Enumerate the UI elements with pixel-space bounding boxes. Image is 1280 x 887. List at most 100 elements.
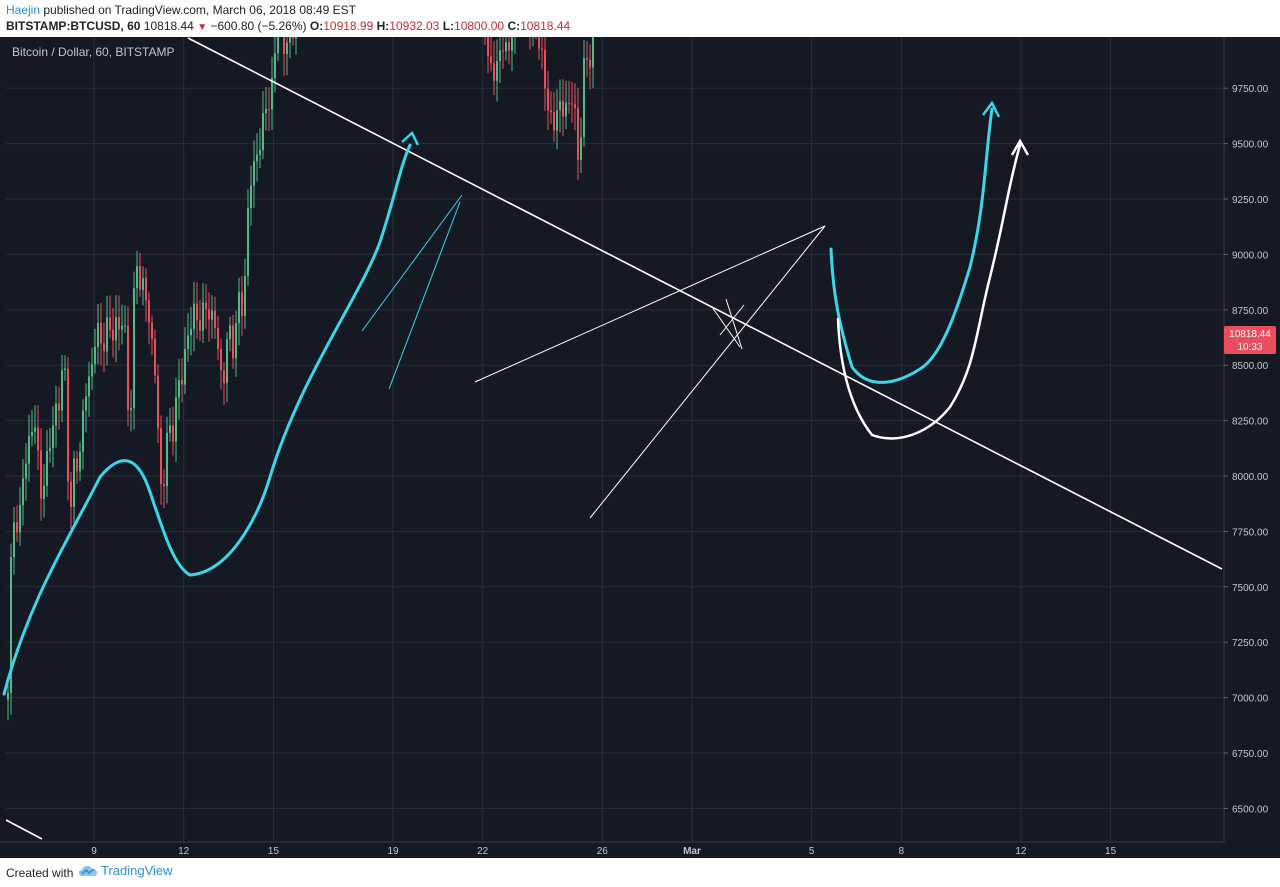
x-tick-label: 12 bbox=[178, 846, 190, 857]
candle-body bbox=[46, 451, 48, 486]
price-axis[interactable]: 6500.00 6750.00 7000.00 7250.00 7500.00 7750.… bbox=[1223, 37, 1280, 858]
candle-body bbox=[154, 338, 156, 376]
chart-title: Bitcoin / Dollar, 60, BITSTAMP bbox=[12, 45, 175, 59]
candle-body bbox=[250, 185, 252, 208]
candle-body bbox=[232, 325, 234, 359]
candle-body bbox=[202, 302, 204, 331]
candle-body bbox=[550, 110, 552, 113]
candle-body bbox=[559, 101, 561, 111]
y-tick-label: 7250.00 bbox=[1232, 638, 1269, 649]
candle-body bbox=[568, 102, 570, 104]
candle-body bbox=[211, 310, 213, 320]
candle-body bbox=[289, 37, 291, 43]
y-tick-label: 7000.00 bbox=[1232, 694, 1269, 705]
tradingview-cloud-icon bbox=[79, 865, 97, 876]
candle-body bbox=[82, 410, 84, 452]
candle-body bbox=[235, 323, 237, 359]
candle-body bbox=[16, 522, 18, 533]
candle-body bbox=[22, 478, 24, 506]
flag-line-3 bbox=[719, 304, 745, 336]
candle-body bbox=[169, 425, 171, 433]
candle-body bbox=[91, 364, 93, 377]
candle-body bbox=[97, 323, 99, 347]
rising-wedge-lower-line bbox=[589, 225, 826, 519]
high-value: 10932.03 bbox=[389, 19, 440, 33]
candle-body bbox=[139, 266, 141, 290]
flag-line-2 bbox=[725, 298, 743, 350]
candle-body bbox=[547, 88, 549, 111]
created-with-text: Created with bbox=[6, 866, 74, 880]
candle-body bbox=[76, 458, 78, 472]
price-change: −600.80 (−5.26%) bbox=[210, 19, 307, 33]
candle-body bbox=[259, 150, 261, 155]
candle-body bbox=[286, 42, 288, 55]
candle-body bbox=[571, 103, 573, 105]
candle-body bbox=[223, 370, 225, 383]
candle-body bbox=[544, 50, 546, 89]
author-link[interactable]: Haejin bbox=[6, 3, 41, 17]
candle-body bbox=[124, 325, 126, 327]
y-tick-label: 8500.00 bbox=[1232, 361, 1269, 372]
low-label: L: bbox=[442, 19, 455, 33]
candle-body bbox=[25, 463, 27, 479]
lower-trendline-fragment bbox=[5, 819, 43, 840]
candle-body bbox=[79, 451, 81, 472]
candle-body bbox=[49, 448, 51, 452]
candle-body bbox=[175, 397, 177, 442]
low-value: 10800.00 bbox=[454, 19, 505, 33]
candle-body bbox=[142, 278, 144, 290]
candle-body bbox=[247, 207, 249, 277]
time-axis[interactable]: 9 12 15 19 22 26 Mar 5 8 12 15 bbox=[0, 841, 1224, 857]
candle-body bbox=[31, 431, 33, 437]
x-tick-label: 9 bbox=[91, 846, 97, 857]
candle-body bbox=[238, 292, 240, 324]
candle-body bbox=[199, 320, 201, 331]
candle-body bbox=[181, 379, 183, 385]
candle-body bbox=[7, 692, 9, 700]
candle-body bbox=[205, 302, 207, 310]
candle-body bbox=[262, 113, 264, 151]
last-price: 10818.44 bbox=[143, 19, 194, 33]
down-arrow-icon: ▼ bbox=[197, 22, 208, 33]
x-tick-label: Mar bbox=[683, 846, 701, 857]
candle-body bbox=[55, 403, 57, 426]
candle-body bbox=[541, 48, 543, 51]
candle-body bbox=[292, 37, 294, 39]
candle-body bbox=[256, 154, 258, 162]
chart-header: Haejin published on TradingView.com, Mar… bbox=[0, 0, 1280, 37]
candle-body bbox=[160, 428, 162, 485]
candle-body bbox=[265, 109, 267, 114]
candle-body bbox=[499, 50, 501, 62]
close-value: 10818.44 bbox=[520, 19, 571, 33]
candle-body bbox=[190, 329, 192, 336]
candle-body bbox=[268, 109, 270, 111]
candle-body bbox=[100, 323, 102, 344]
candle-body bbox=[19, 505, 21, 533]
candle-body bbox=[61, 369, 63, 411]
candle-body bbox=[580, 137, 582, 160]
price-axis-background bbox=[1224, 37, 1280, 858]
white-projection-future bbox=[836, 143, 1022, 440]
y-tick-label: 9750.00 bbox=[1232, 84, 1269, 95]
open-label: O: bbox=[309, 19, 324, 33]
candle-body bbox=[130, 407, 132, 410]
y-tick-label: 8250.00 bbox=[1232, 417, 1269, 428]
candle-body bbox=[505, 42, 507, 52]
rising-wedge-upper-line bbox=[474, 225, 826, 383]
candle-body bbox=[538, 37, 540, 49]
price-chart[interactable]: 6500.00 6750.00 7000.00 7250.00 7500.00 7750.… bbox=[0, 37, 1280, 858]
candle-body bbox=[577, 108, 579, 160]
candle-body bbox=[157, 375, 159, 429]
candle-body bbox=[178, 379, 180, 398]
tradingview-logo[interactable]: TradingView bbox=[79, 863, 173, 878]
x-tick-label: 5 bbox=[809, 846, 815, 857]
candle-body bbox=[553, 112, 555, 131]
x-tick-label: 19 bbox=[387, 846, 399, 857]
y-tick-label: 7500.00 bbox=[1232, 583, 1269, 594]
candle-body bbox=[586, 58, 588, 60]
last-price-tag: 10818.44 10:33 bbox=[1224, 326, 1276, 354]
candle-body bbox=[487, 37, 489, 57]
x-tick-label: 12 bbox=[1015, 846, 1027, 857]
candle-body bbox=[217, 327, 219, 349]
candle-body bbox=[115, 317, 117, 341]
